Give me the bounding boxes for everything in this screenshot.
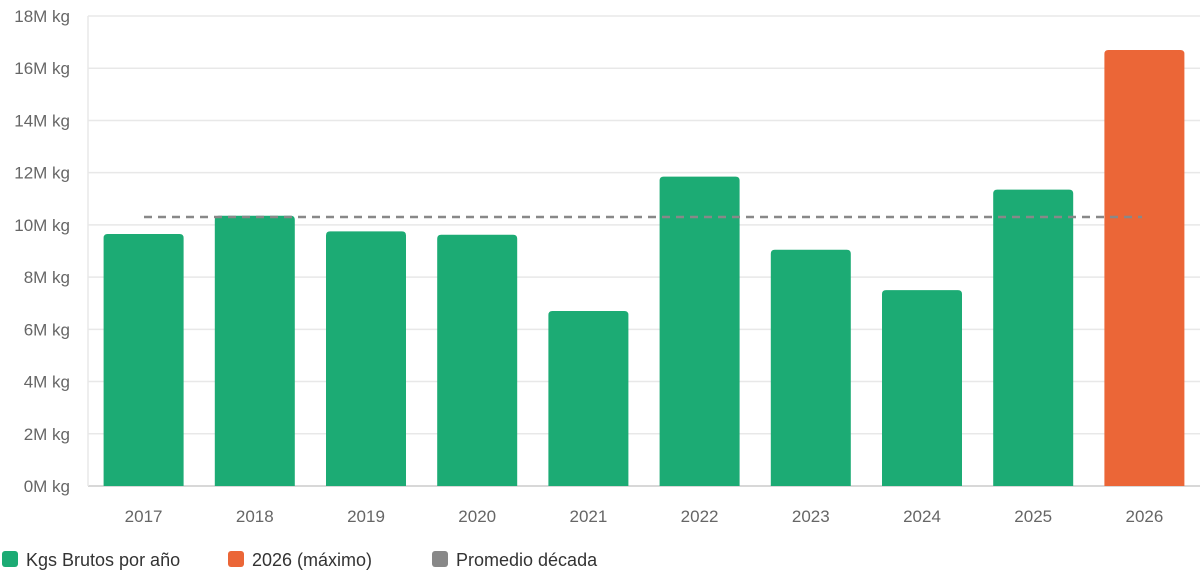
y-tick-label: 14M kg [14, 111, 70, 130]
legend-label: Kgs Brutos por año [26, 550, 180, 570]
y-tick-label: 12M kg [14, 164, 70, 183]
y-tick-label: 18M kg [14, 7, 70, 26]
legend-label: 2026 (máximo) [252, 550, 372, 570]
bar-2024 [882, 290, 962, 486]
bar-2025 [993, 189, 1074, 486]
legend-swatch [2, 551, 18, 567]
bar-2018 [214, 215, 295, 486]
x-tick-label: 2019 [347, 507, 385, 526]
legend: Kgs Brutos por año 2026 (máximo) Promedio … [2, 550, 598, 570]
bar-2023 [770, 249, 851, 486]
bar-2019 [326, 231, 406, 486]
x-axis-ticks: 2017 2018 2019 2020 2021 2022 2023 2024 2025 2026 [125, 507, 1164, 526]
legend-swatch [228, 551, 244, 567]
x-tick-label: 2017 [125, 507, 163, 526]
x-tick-label: 2023 [792, 507, 830, 526]
bar-2026 [1104, 49, 1185, 486]
x-tick-label: 2024 [903, 507, 941, 526]
y-tick-label: 2M kg [24, 425, 70, 444]
y-axis-ticks: 0M kg 2M kg 4M kg 6M kg 8M kg 10M kg 12M kg 14M… [14, 7, 70, 496]
x-tick-label: 2020 [458, 507, 496, 526]
bar-2020 [437, 234, 518, 486]
bars [103, 49, 1185, 487]
x-tick-label: 2022 [681, 507, 719, 526]
legend-label: Promedio década [456, 550, 598, 570]
legend-swatch [432, 551, 448, 567]
x-tick-label: 2018 [236, 507, 274, 526]
y-tick-label: 0M kg [24, 477, 70, 496]
y-tick-label: 4M kg [24, 373, 70, 392]
bar-2021 [548, 311, 629, 486]
x-tick-label: 2025 [1014, 507, 1052, 526]
x-tick-label: 2026 [1125, 507, 1163, 526]
y-tick-label: 10M kg [14, 216, 70, 235]
y-tick-label: 6M kg [24, 320, 70, 339]
bar-2017 [103, 234, 184, 486]
bar-2022 [659, 176, 740, 487]
y-tick-label: 16M kg [14, 59, 70, 78]
y-tick-label: 8M kg [24, 268, 70, 287]
x-tick-label: 2021 [569, 507, 607, 526]
